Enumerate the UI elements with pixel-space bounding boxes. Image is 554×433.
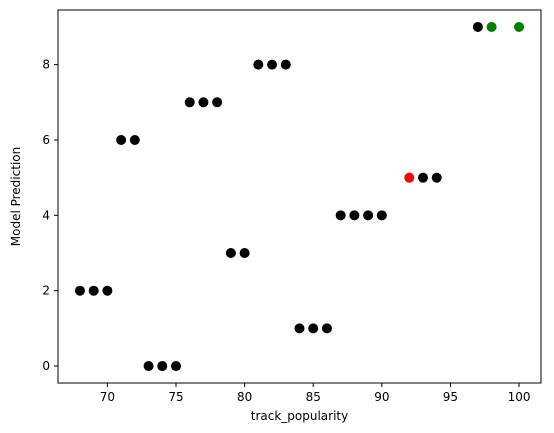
data-point-0-19 [335, 210, 346, 221]
data-point-0-14 [267, 59, 278, 70]
x-tick-label-1: 75 [168, 390, 183, 404]
data-point-0-1 [88, 285, 99, 296]
data-point-0-24 [431, 172, 442, 183]
data-point-0-2 [102, 285, 113, 296]
data-point-0-0 [74, 285, 85, 296]
data-point-0-20 [349, 210, 360, 221]
x-tick-label-0: 70 [100, 390, 115, 404]
data-point-0-13 [253, 59, 264, 70]
y-tick-label-0: 0 [42, 359, 50, 373]
data-point-0-6 [157, 361, 168, 372]
data-point-1-0 [404, 172, 415, 183]
y-tick-label-3: 6 [42, 133, 50, 147]
data-point-0-15 [280, 59, 291, 70]
x-tick-label-6: 100 [508, 390, 531, 404]
data-point-0-22 [376, 210, 387, 221]
y-tick-label-1: 2 [42, 284, 50, 298]
data-point-0-5 [143, 361, 154, 372]
data-point-0-3 [116, 134, 127, 145]
data-point-0-4 [129, 134, 140, 145]
data-point-0-10 [212, 97, 223, 108]
data-point-2-0 [486, 21, 497, 32]
y-axis-label: Model Prediction [9, 147, 23, 246]
data-point-2-1 [514, 21, 525, 32]
y-axis-ticks: 0 2 4 6 8 [42, 58, 58, 373]
data-point-0-16 [294, 323, 305, 334]
x-axis-ticks: 70 75 80 85 90 95 100 [100, 383, 531, 404]
y-tick-label-2: 4 [42, 208, 50, 222]
plot-frame [57, 9, 542, 384]
data-point-0-12 [239, 248, 250, 259]
x-tick-label-4: 90 [374, 390, 389, 404]
x-tick-label-2: 80 [237, 390, 252, 404]
data-point-0-9 [198, 97, 209, 108]
x-tick-label-3: 85 [306, 390, 321, 404]
data-point-0-18 [321, 323, 332, 334]
data-point-0-7 [171, 361, 182, 372]
data-point-0-23 [417, 172, 428, 183]
x-axis-label: track_popularity [251, 409, 348, 423]
data-point-0-21 [363, 210, 374, 221]
y-tick-label-4: 8 [42, 58, 50, 72]
data-point-0-25 [472, 21, 483, 32]
data-point-0-8 [184, 97, 195, 108]
x-tick-label-5: 95 [443, 390, 458, 404]
data-point-0-17 [308, 323, 319, 334]
data-points [74, 21, 525, 372]
data-point-0-11 [225, 248, 236, 259]
